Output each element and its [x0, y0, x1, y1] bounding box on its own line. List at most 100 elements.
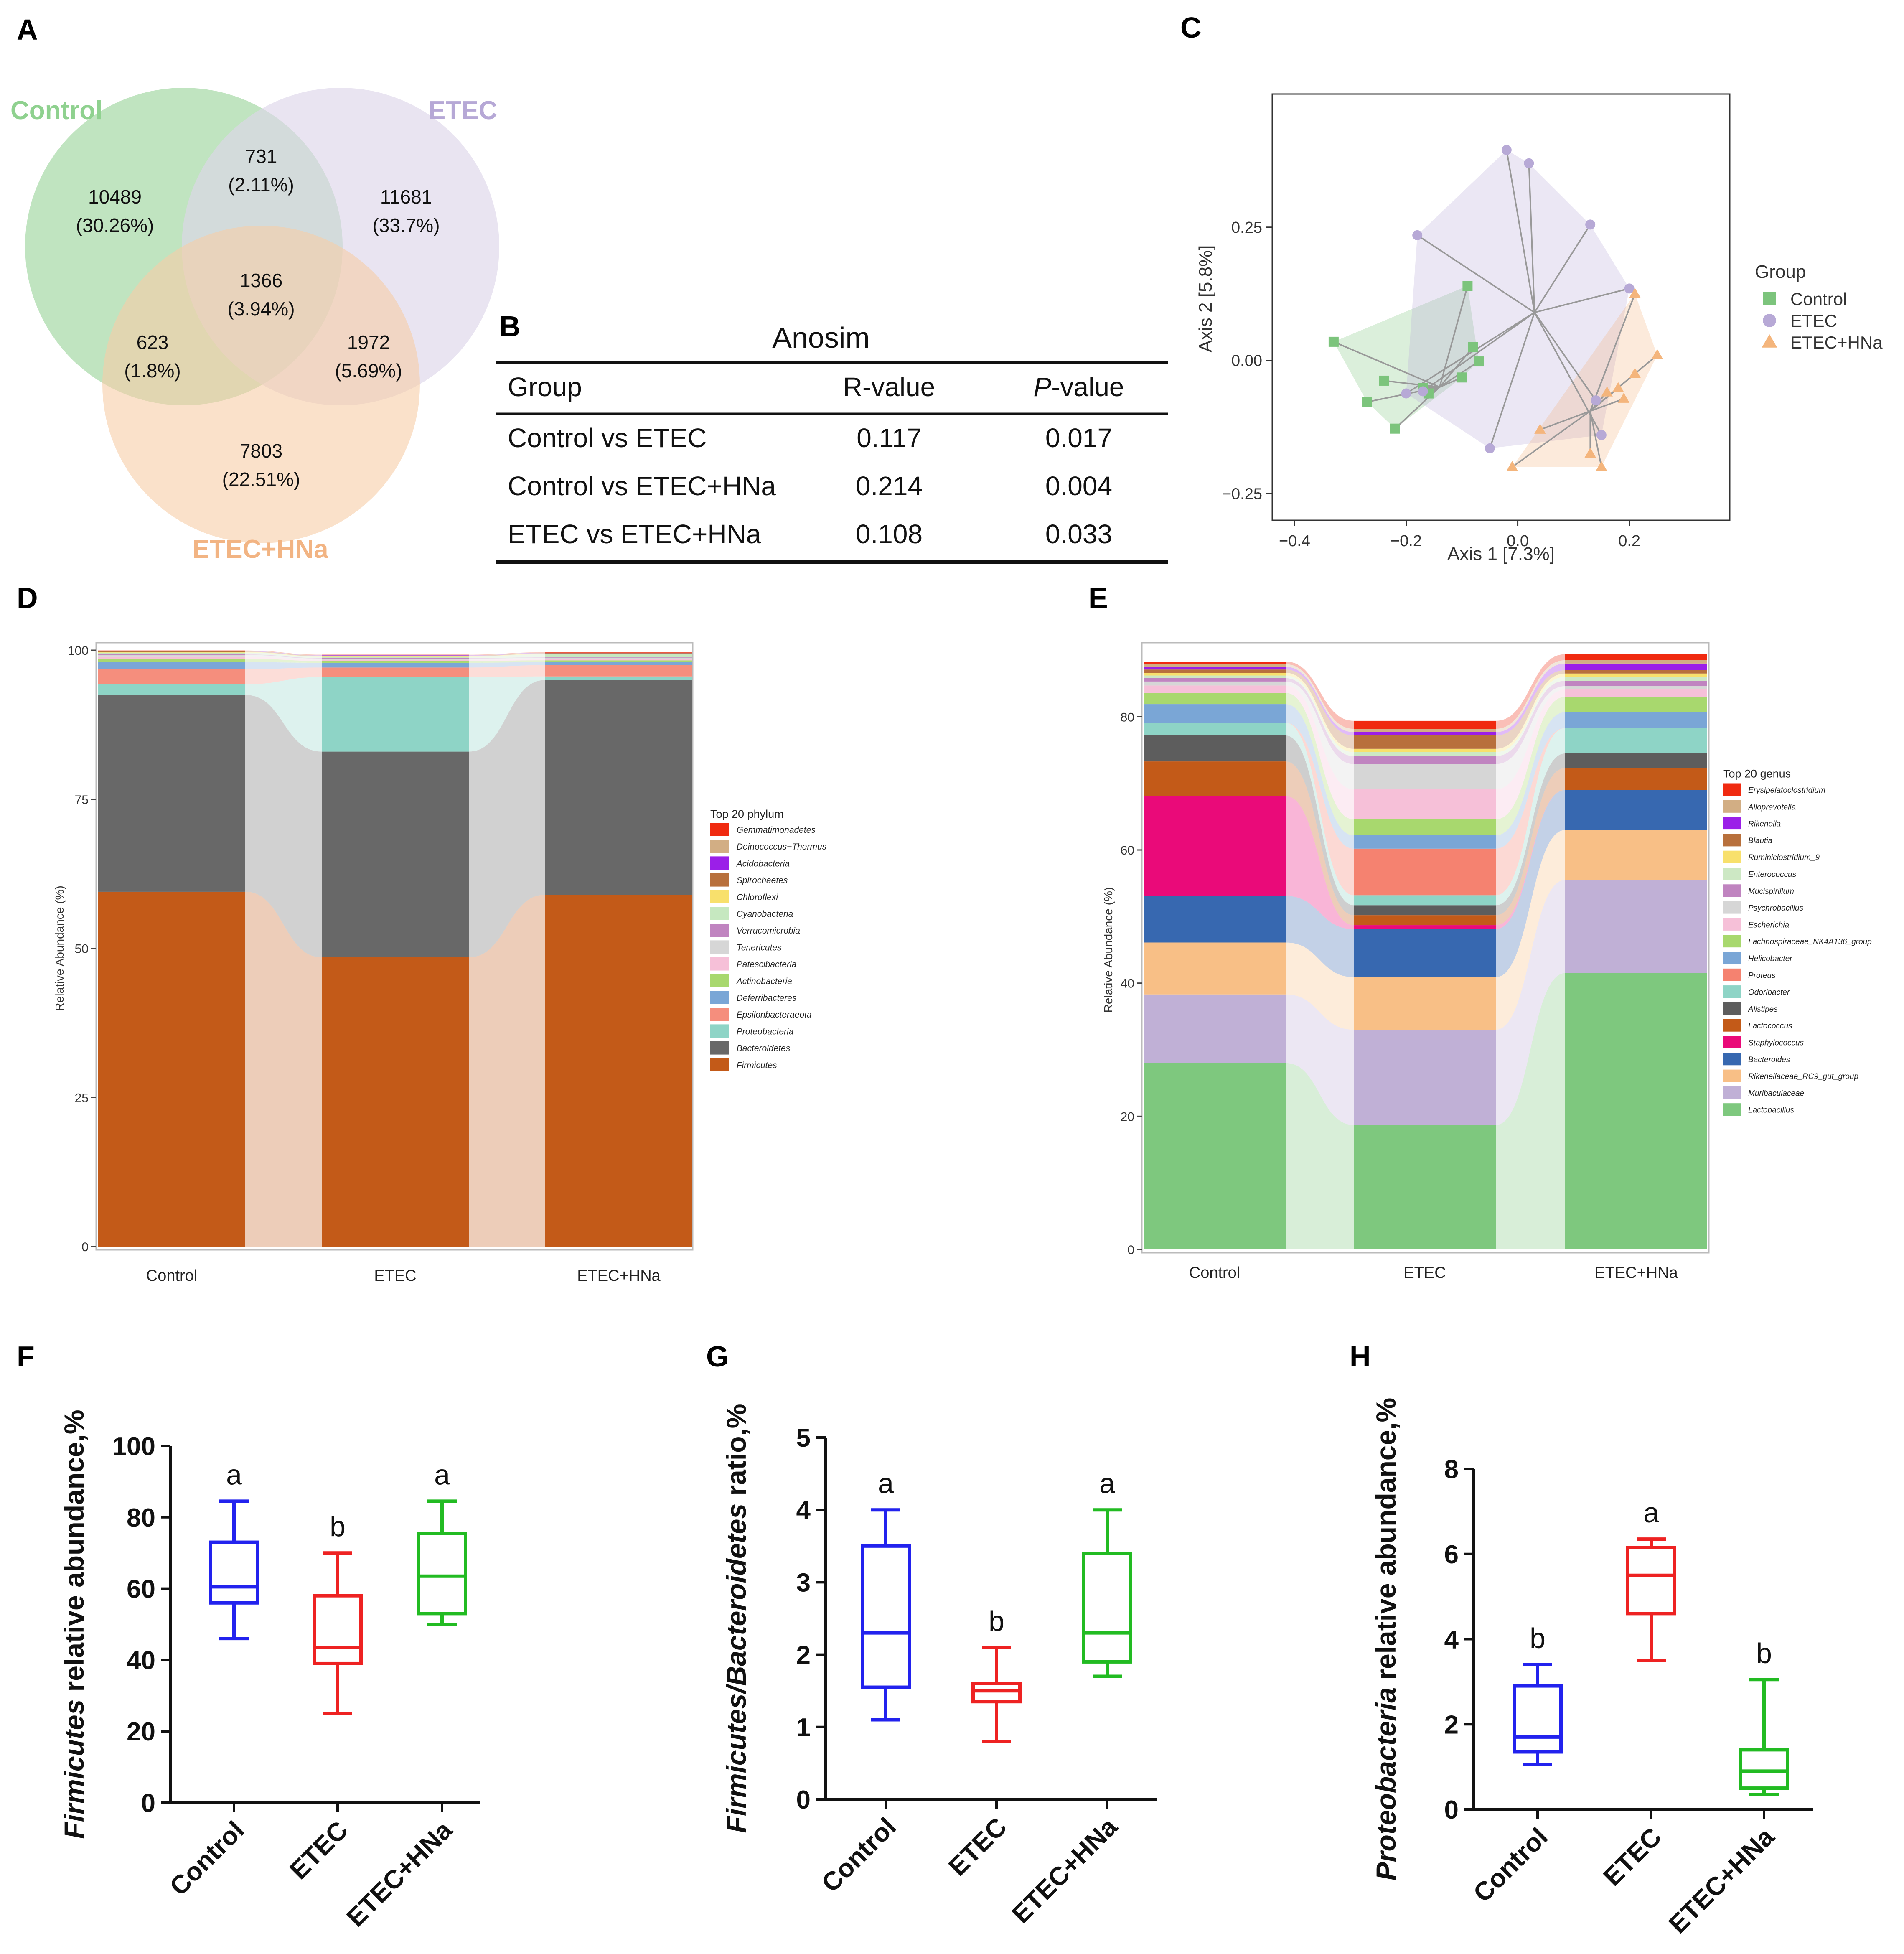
panel-label-b: B — [499, 310, 521, 343]
link-deinococcus-thermus — [245, 651, 322, 656]
bar-segment-rikenellaceae-rc9-gut-group — [1354, 977, 1496, 1030]
legend-label-actinobacteria: Actinobacteria — [736, 977, 792, 986]
point-etec-hna — [1584, 448, 1596, 458]
link-cyanobacteria — [469, 654, 545, 658]
legend-title: Top 20 phylum — [710, 808, 784, 820]
bar-segment-deferribacteres — [98, 662, 245, 669]
y-axis-title-rest: relative abundance,% — [58, 1410, 89, 1699]
bar-segment-helicobacter — [1354, 835, 1496, 849]
link-rikenella — [1496, 663, 1565, 735]
panel-label-c: C — [1180, 11, 1202, 44]
legend-label-blautia: Blautia — [1748, 837, 1772, 845]
bar-segment-enterococcus — [1565, 677, 1707, 681]
y-tick-label: 8 — [1444, 1455, 1459, 1484]
link-rikenella — [1286, 667, 1354, 735]
link-erysipelatoclostridium — [1496, 654, 1565, 729]
legend-marker-etec-hna — [1762, 334, 1777, 348]
significance-letter-etec: a — [1643, 1497, 1659, 1529]
legend-label-etec-hna: ETEC+HNa — [1790, 333, 1883, 352]
point-etec — [1624, 283, 1635, 294]
significance-letter-control: b — [1530, 1623, 1546, 1654]
panel-label-e: E — [1088, 582, 1108, 614]
legend-label-staphylococcus: Staphylococcus — [1748, 1039, 1804, 1048]
bar-segment-escherichia — [1565, 689, 1707, 697]
legend-label-rikenella: Rikenella — [1748, 820, 1781, 829]
bar-segment-psychrobacillus — [1144, 681, 1286, 686]
box-etec-hna — [1082, 1552, 1132, 1664]
bar-segment-blautia — [1144, 669, 1286, 673]
venn-pct: (5.69%) — [335, 360, 402, 382]
legend-label-alloprevotella: Alloprevotella — [1748, 803, 1796, 812]
venn-diagram: Control ETEC ETEC+HNa 10489 (30.26%) 731… — [10, 88, 499, 564]
link-verrucomicrobia — [245, 654, 322, 659]
y-tick-label: 0 — [1127, 1243, 1134, 1257]
point-etec-hna — [1629, 367, 1641, 378]
venn-pct: (1.8%) — [124, 360, 180, 382]
link-firmicutes — [469, 895, 545, 1247]
legend-label-lactobacillus: Lactobacillus — [1748, 1106, 1794, 1115]
genus-stacked-chart: Control ETEC ETEC+HNa 0 20 40 60 80 Relative Abu… — [1102, 642, 1872, 1282]
bar-segment-blautia — [1565, 670, 1707, 674]
hull-etec-hna — [1512, 294, 1657, 467]
link-rikenellaceae-rc9-gut-group — [1286, 942, 1354, 1030]
legend-swatch-chloroflexi — [710, 890, 729, 903]
venn-label-etec-hna: ETEC+HNa — [192, 535, 328, 564]
y-tick-label: 40 — [1121, 977, 1134, 991]
link-ruminiclostridium-9 — [1496, 673, 1565, 752]
point-etec — [1485, 443, 1495, 453]
bar-segment-staphylococcus — [1144, 796, 1286, 896]
y-tick-label: 2 — [796, 1641, 811, 1670]
legend-swatch-lactobacillus — [1723, 1103, 1741, 1116]
link-mucispirillum — [1496, 681, 1565, 764]
link-lachnospiraceae-nk4a136-group — [1496, 697, 1565, 835]
legend-label-rikenellaceae-rc9-gut-group: Rikenellaceae_RC9_gut_group — [1748, 1072, 1858, 1081]
hull-control — [1333, 286, 1479, 429]
y-tick-label: 20 — [127, 1717, 155, 1746]
link-psychrobacillus — [1286, 681, 1354, 790]
y-tick-label: 75 — [75, 793, 89, 807]
legend-label-patescibacteria: Patescibacteria — [737, 960, 797, 969]
point-etec — [1418, 386, 1428, 397]
link-bacteroidetes — [469, 680, 545, 957]
y-tick-label: 0 — [796, 1786, 811, 1814]
legend-swatch-gemmatimonadetes — [710, 823, 729, 836]
anosim-row-p: 0.033 — [1045, 519, 1112, 549]
point-control — [1379, 375, 1389, 386]
y-axis-title-italic: Proteobacteria — [1370, 1687, 1401, 1880]
bar-segment-epsilonbacteraeota — [322, 667, 469, 677]
link-escherichia — [1496, 689, 1565, 819]
box-control — [209, 1540, 259, 1605]
point-etec — [1585, 219, 1596, 230]
anosim-row-group: ETEC vs ETEC+HNa — [508, 519, 761, 549]
link-proteus — [1286, 723, 1354, 896]
y-tick-label: 0.25 — [1231, 219, 1262, 237]
bar-segment-helicobacter — [1144, 704, 1286, 723]
phylum-stacked-chart: Control ETEC ETEC+HNa 0 25 50 75 100 Relative Ab… — [53, 642, 827, 1285]
link-bacteroidetes — [245, 695, 322, 957]
anosim-header-group: Group — [508, 372, 582, 402]
anosim-header-r: R-value — [843, 372, 935, 402]
panel-label-h: H — [1350, 1340, 1371, 1373]
category-label-control: Control — [146, 1267, 198, 1285]
legend-swatch-deferribacteres — [710, 991, 729, 1004]
legend-swatch-bacteroidetes — [710, 1041, 729, 1055]
legend-label-psychrobacillus: Psychrobacillus — [1748, 904, 1803, 913]
link-staphylococcus — [1286, 796, 1354, 929]
link-lactococcus — [1496, 768, 1565, 926]
box-etec — [971, 1682, 1022, 1704]
y-tick-label: 80 — [127, 1504, 155, 1532]
bar-segment-lactobacillus — [1144, 1063, 1286, 1249]
legend-swatch-psychrobacillus — [1723, 901, 1741, 914]
bar-segment-alloprevotella — [1144, 664, 1286, 667]
box-etec — [1626, 1546, 1676, 1616]
legend-swatch-proteus — [1723, 968, 1741, 981]
bar-segment-proteobacteria — [322, 677, 469, 752]
y-tick-label: 100 — [68, 644, 89, 658]
y-tick-label: 0 — [141, 1789, 155, 1818]
anosim-row-group: Control vs ETEC — [508, 423, 707, 453]
legend-title: Group — [1755, 262, 1806, 282]
legend-swatch-rikenellaceae-rc9-gut-group — [1723, 1069, 1741, 1082]
bar-segment-verrucomicrobia — [545, 657, 692, 658]
venn-count: 11681 — [380, 186, 432, 208]
point-control — [1390, 423, 1400, 434]
